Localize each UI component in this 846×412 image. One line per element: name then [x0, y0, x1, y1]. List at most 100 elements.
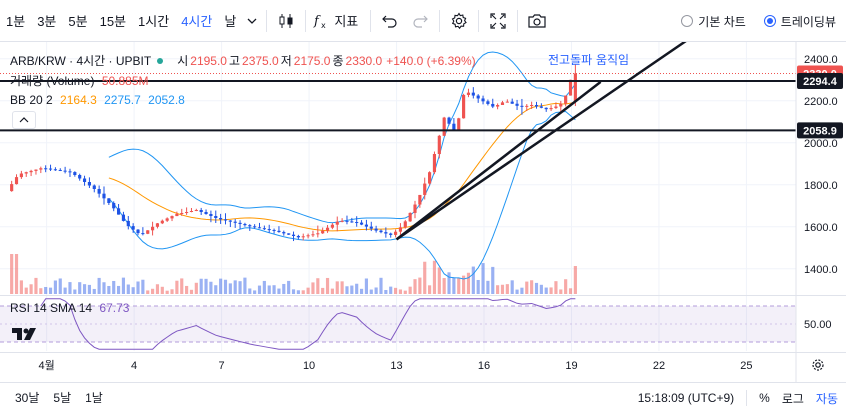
- tradingview-logo[interactable]: [12, 326, 38, 342]
- chevron-down-icon[interactable]: [242, 0, 262, 42]
- price-tick-label: 1400.0: [804, 264, 838, 276]
- symbol-label: ARB/KRW · 4시간 · UPBIT: [10, 54, 152, 68]
- volume-bar: [496, 285, 500, 294]
- candle-body: [121, 214, 126, 221]
- volume-bar: [170, 289, 174, 294]
- volume-bar: [194, 282, 198, 294]
- candle-body: [131, 226, 135, 230]
- candle-body: [238, 222, 242, 224]
- candle-body: [68, 171, 72, 173]
- volume-bar: [364, 278, 368, 294]
- camera-icon[interactable]: [522, 0, 552, 42]
- price-axis-badge: [797, 122, 843, 139]
- chart-type-tradingview-label: 트레이딩뷰: [780, 14, 836, 29]
- candle-body: [296, 235, 300, 238]
- indicators-button[interactable]: 지표: [334, 14, 359, 29]
- volume-bar: [325, 277, 330, 294]
- timeframe-1m[interactable]: 1분: [6, 14, 26, 29]
- volume-bar: [301, 290, 305, 294]
- chart-type-tradingview[interactable]: 트레이딩뷰: [763, 13, 836, 30]
- candle-body: [554, 106, 558, 109]
- volume-bar: [146, 290, 150, 294]
- time-tick-label: 4월: [39, 359, 55, 372]
- volume-bar: [316, 278, 320, 294]
- radio-icon: [681, 15, 694, 27]
- candle-body: [355, 222, 359, 224]
- toolbar-divider: [266, 9, 268, 32]
- candle-body: [534, 105, 539, 107]
- timeframe-5m[interactable]: 5분: [68, 14, 88, 29]
- range-1d[interactable]: 1날: [85, 391, 103, 405]
- volume-bar: [92, 288, 96, 294]
- toolbar-divider: [370, 9, 372, 32]
- trendline: [395, 80, 602, 241]
- volume-bar: [219, 278, 223, 294]
- time-tick-label: 7: [219, 360, 225, 372]
- gear-icon[interactable]: [444, 0, 474, 42]
- auto-scale-toggle[interactable]: 자동: [815, 391, 838, 406]
- volume-bar: [549, 287, 553, 294]
- candle-body: [63, 170, 67, 172]
- timeframe-4h[interactable]: 4시간: [181, 14, 213, 29]
- candle-body: [530, 105, 534, 106]
- bb-lower-value: 2052.8: [148, 93, 185, 107]
- svg-text:x: x: [321, 21, 326, 30]
- candle-body: [53, 169, 57, 171]
- time-tick-label: 16: [478, 360, 490, 372]
- candle-body: [29, 170, 33, 173]
- price-tick-label: 1600.0: [804, 222, 838, 234]
- candle-body: [539, 106, 543, 108]
- volume-bar: [248, 288, 252, 294]
- volume-bar: [564, 279, 568, 294]
- fullscreen-icon[interactable]: [483, 0, 513, 42]
- redo-icon[interactable]: [405, 0, 435, 42]
- price-tick-label: 2400.0: [804, 54, 838, 66]
- collapse-legend-button[interactable]: [12, 111, 36, 129]
- close-label: 종: [332, 54, 344, 68]
- volume-bar: [267, 285, 271, 294]
- price-chart[interactable]: 전고돌파 움직임 2400.0 2200.0 2000.0 1800.0 1600.0 1…: [0, 42, 846, 382]
- price-axis-badge-label: 2294.4: [803, 76, 838, 88]
- candle-body: [364, 224, 368, 227]
- timeframe-1h[interactable]: 1시간: [138, 14, 170, 29]
- candle-body: [442, 117, 446, 136]
- volume-bar: [185, 285, 189, 294]
- timeframe-15m[interactable]: 15분: [99, 14, 127, 29]
- volume-bar: [228, 283, 232, 294]
- candle-body: [34, 169, 38, 171]
- candle-body: [379, 230, 383, 233]
- volume-bar: [568, 288, 573, 294]
- volume-label: 거래량 (Volume): [10, 74, 95, 88]
- volume-bar: [175, 280, 179, 294]
- candle-body: [78, 175, 82, 179]
- svg-text:f: f: [313, 14, 321, 29]
- clock-time[interactable]: 15:18:09 (UTC+9): [637, 391, 735, 405]
- volume-bar: [340, 281, 344, 294]
- candle-body: [471, 92, 475, 96]
- volume-bar: [359, 288, 364, 294]
- axis-settings-gear-icon[interactable]: [812, 359, 824, 371]
- bb-upper-value: 2275.7: [104, 93, 141, 107]
- timeframe-day[interactable]: 날: [224, 14, 237, 29]
- candle-body: [199, 210, 203, 212]
- undo-icon[interactable]: [375, 0, 405, 42]
- gear-hub: [815, 362, 821, 368]
- rsi-line: [40, 298, 576, 350]
- candle-body: [243, 224, 247, 226]
- bb-basis-value: 2164.3: [60, 93, 97, 107]
- volume-bar: [510, 280, 514, 294]
- volume-bar: [14, 254, 19, 294]
- range-30d[interactable]: 30날: [15, 391, 40, 405]
- timeframe-3m[interactable]: 3분: [37, 14, 57, 29]
- price-axis-badge: [797, 72, 843, 89]
- log-toggle[interactable]: 로그: [781, 391, 804, 406]
- volume-bar: [34, 277, 38, 294]
- candles-icon[interactable]: [271, 0, 301, 42]
- percent-toggle[interactable]: %: [759, 391, 770, 405]
- rsi-legend: RSI 14 SMA 14 67.73: [10, 301, 129, 315]
- candle-body: [408, 212, 412, 222]
- range-5d[interactable]: 5날: [53, 391, 72, 405]
- chart-type-basic[interactable]: 기본 차트: [681, 13, 746, 30]
